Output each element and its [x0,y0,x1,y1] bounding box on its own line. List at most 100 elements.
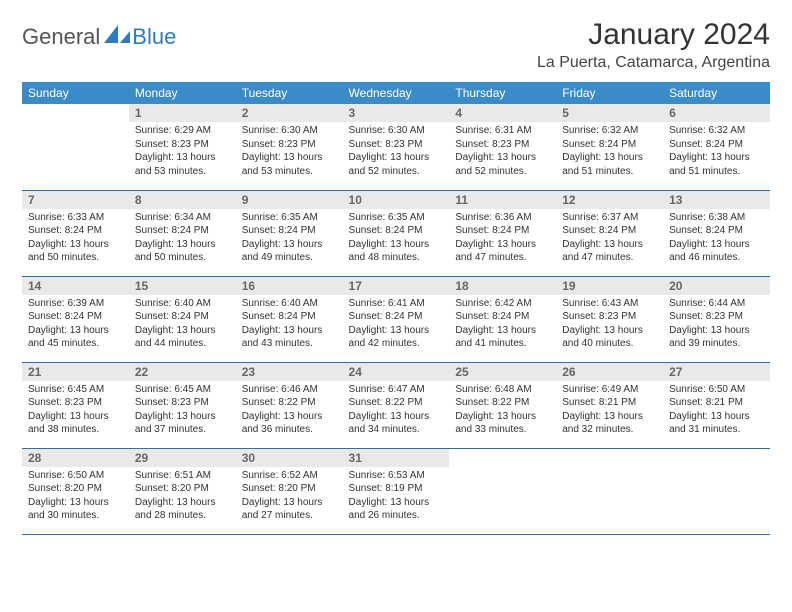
day-number: 13 [663,191,770,209]
day-info: Sunrise: 6:31 AMSunset: 8:23 PMDaylight:… [449,122,556,182]
label-daylight: Daylight: [669,325,708,336]
weekday-header: Saturday [663,82,770,104]
value-sunset: 8:22 PM [492,397,529,408]
day-number: 6 [663,104,770,122]
value-sunset: 8:24 PM [65,311,102,322]
calendar-day-cell: 23Sunrise: 6:46 AMSunset: 8:22 PMDayligh… [236,362,343,448]
label-sunrise: Sunrise: [669,298,706,309]
day-number: 12 [556,191,663,209]
value-sunrise: 6:35 AM [281,212,318,223]
value-sunset: 8:20 PM [172,483,209,494]
value-sunset: 8:21 PM [706,397,743,408]
calendar-day-cell: 3Sunrise: 6:30 AMSunset: 8:23 PMDaylight… [343,104,450,190]
label-daylight: Daylight: [349,411,388,422]
day-info: Sunrise: 6:53 AMSunset: 8:19 PMDaylight:… [343,467,450,527]
day-number: 10 [343,191,450,209]
day-info: Sunrise: 6:30 AMSunset: 8:23 PMDaylight:… [236,122,343,182]
day-info: Sunrise: 6:40 AMSunset: 8:24 PMDaylight:… [129,295,236,355]
calendar-day-cell: 27Sunrise: 6:50 AMSunset: 8:21 PMDayligh… [663,362,770,448]
value-sunset: 8:23 PM [492,139,529,150]
label-sunrise: Sunrise: [349,125,386,136]
day-info: Sunrise: 6:49 AMSunset: 8:21 PMDaylight:… [556,381,663,441]
value-sunset: 8:24 PM [172,311,209,322]
label-daylight: Daylight: [242,325,281,336]
day-number: 20 [663,277,770,295]
value-sunset: 8:24 PM [492,225,529,236]
label-sunset: Sunset: [28,311,62,322]
label-sunrise: Sunrise: [242,125,279,136]
brand-logo: General Blue [22,18,176,50]
calendar-day-cell: 26Sunrise: 6:49 AMSunset: 8:21 PMDayligh… [556,362,663,448]
calendar-day-cell: 1Sunrise: 6:29 AMSunset: 8:23 PMDaylight… [129,104,236,190]
calendar-week-row: 7Sunrise: 6:33 AMSunset: 8:24 PMDaylight… [22,190,770,276]
calendar-day-cell: 2Sunrise: 6:30 AMSunset: 8:23 PMDaylight… [236,104,343,190]
day-number: 23 [236,363,343,381]
label-daylight: Daylight: [562,325,601,336]
label-sunset: Sunset: [562,139,596,150]
value-sunrise: 6:49 AM [602,384,639,395]
value-sunset: 8:24 PM [65,225,102,236]
label-daylight: Daylight: [669,239,708,250]
day-number: 14 [22,277,129,295]
calendar-day-cell: 14Sunrise: 6:39 AMSunset: 8:24 PMDayligh… [22,276,129,362]
value-sunset: 8:24 PM [278,225,315,236]
day-info: Sunrise: 6:42 AMSunset: 8:24 PMDaylight:… [449,295,556,355]
day-number: 11 [449,191,556,209]
value-sunset: 8:20 PM [65,483,102,494]
label-daylight: Daylight: [135,411,174,422]
value-sunrise: 6:40 AM [174,298,211,309]
day-info: Sunrise: 6:46 AMSunset: 8:22 PMDaylight:… [236,381,343,441]
label-sunrise: Sunrise: [28,298,65,309]
calendar-day-cell: 8Sunrise: 6:34 AMSunset: 8:24 PMDaylight… [129,190,236,276]
label-sunrise: Sunrise: [669,212,706,223]
day-number: 15 [129,277,236,295]
value-sunset: 8:24 PM [599,225,636,236]
calendar-day-cell: 13Sunrise: 6:38 AMSunset: 8:24 PMDayligh… [663,190,770,276]
label-sunset: Sunset: [349,139,383,150]
label-sunset: Sunset: [28,397,62,408]
label-sunset: Sunset: [242,483,276,494]
day-info: Sunrise: 6:38 AMSunset: 8:24 PMDaylight:… [663,209,770,269]
label-sunset: Sunset: [455,397,489,408]
label-sunset: Sunset: [28,483,62,494]
value-sunset: 8:23 PM [385,139,422,150]
day-info: Sunrise: 6:50 AMSunset: 8:21 PMDaylight:… [663,381,770,441]
label-sunrise: Sunrise: [28,384,65,395]
label-sunrise: Sunrise: [562,384,599,395]
label-sunset: Sunset: [455,311,489,322]
label-daylight: Daylight: [135,152,174,163]
day-number: 3 [343,104,450,122]
label-sunset: Sunset: [242,139,276,150]
label-sunrise: Sunrise: [349,298,386,309]
calendar-day-cell: 19Sunrise: 6:43 AMSunset: 8:23 PMDayligh… [556,276,663,362]
value-sunrise: 6:52 AM [281,470,318,481]
label-daylight: Daylight: [135,497,174,508]
calendar-day-cell: 7Sunrise: 6:33 AMSunset: 8:24 PMDaylight… [22,190,129,276]
weekday-header: Monday [129,82,236,104]
day-number: 8 [129,191,236,209]
label-daylight: Daylight: [135,239,174,250]
label-sunset: Sunset: [28,225,62,236]
value-sunrise: 6:32 AM [602,125,639,136]
value-sunrise: 6:42 AM [495,298,532,309]
day-info: Sunrise: 6:43 AMSunset: 8:23 PMDaylight:… [556,295,663,355]
calendar-day-cell: 24Sunrise: 6:47 AMSunset: 8:22 PMDayligh… [343,362,450,448]
day-info: Sunrise: 6:39 AMSunset: 8:24 PMDaylight:… [22,295,129,355]
day-number: 22 [129,363,236,381]
day-info: Sunrise: 6:45 AMSunset: 8:23 PMDaylight:… [22,381,129,441]
calendar-day-cell: 15Sunrise: 6:40 AMSunset: 8:24 PMDayligh… [129,276,236,362]
label-daylight: Daylight: [455,411,494,422]
value-sunrise: 6:30 AM [281,125,318,136]
label-sunset: Sunset: [242,311,276,322]
weekday-header: Friday [556,82,663,104]
label-sunrise: Sunrise: [135,212,172,223]
label-daylight: Daylight: [135,325,174,336]
day-info: Sunrise: 6:32 AMSunset: 8:24 PMDaylight:… [663,122,770,182]
label-sunset: Sunset: [349,483,383,494]
calendar-day-cell: 28Sunrise: 6:50 AMSunset: 8:20 PMDayligh… [22,448,129,534]
day-number: 2 [236,104,343,122]
calendar-day-cell: 16Sunrise: 6:40 AMSunset: 8:24 PMDayligh… [236,276,343,362]
value-sunset: 8:19 PM [385,483,422,494]
value-sunrise: 6:47 AM [388,384,425,395]
day-info: Sunrise: 6:40 AMSunset: 8:24 PMDaylight:… [236,295,343,355]
